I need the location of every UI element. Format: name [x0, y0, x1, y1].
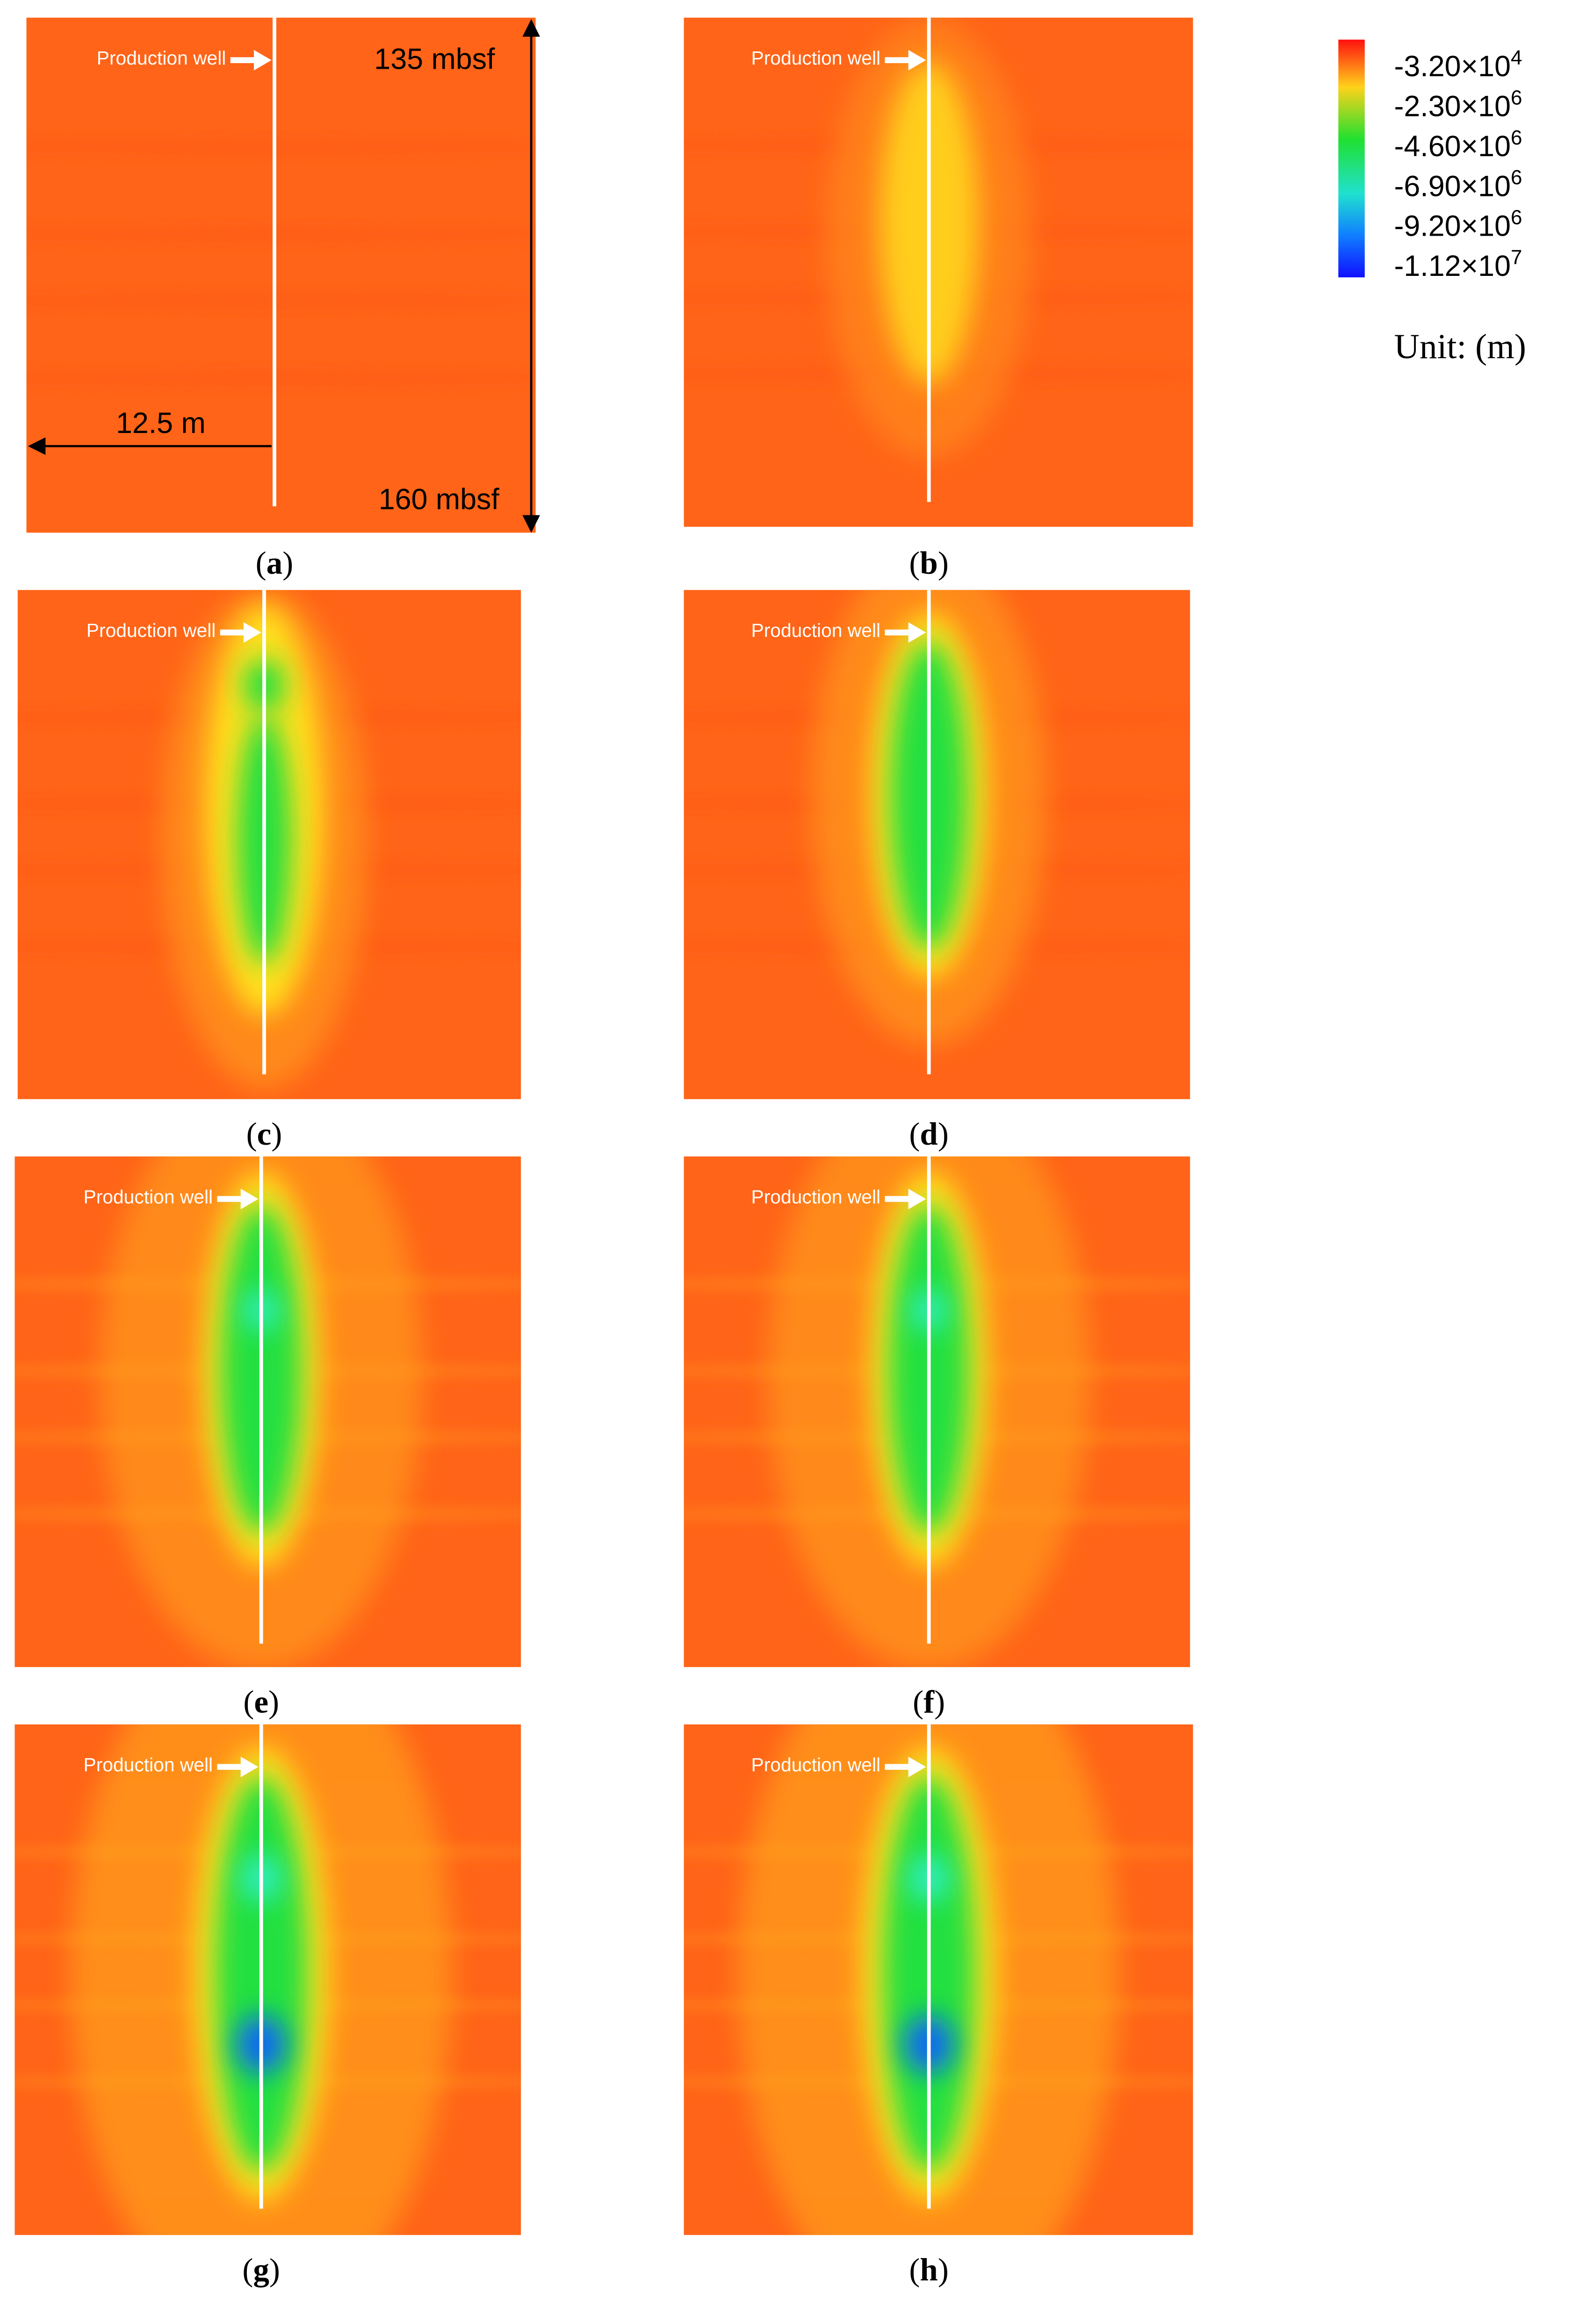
well-arrow	[885, 622, 926, 643]
label-exponent: 6	[1511, 86, 1522, 109]
caption-open: (	[909, 545, 920, 581]
well-arrow	[217, 1189, 259, 1210]
caption-letter: d	[920, 1116, 937, 1152]
contour-field	[14, 1156, 521, 1667]
panel: Production well (h)	[684, 1724, 1193, 2288]
colorbar-label: -1.12×107	[1394, 246, 1522, 282]
panel-caption: (d)	[909, 1116, 948, 1152]
panel: Production well (d)	[684, 590, 1190, 1152]
bottom-depth: 160 mbsf	[379, 483, 500, 516]
caption-close: )	[282, 545, 293, 581]
label-base: -9.20×10	[1394, 210, 1511, 243]
well-label: Production well	[751, 1186, 881, 1208]
contour-field	[684, 17, 1193, 527]
label-base: -1.12×10	[1394, 250, 1511, 282]
panel-caption: (b)	[909, 545, 948, 581]
caption-close: )	[934, 1684, 945, 1720]
well-arrow	[217, 1756, 259, 1777]
well-arrow	[885, 1756, 926, 1777]
background	[26, 17, 536, 533]
well-label: Production well	[84, 1754, 213, 1775]
well-label: Production well	[751, 620, 881, 641]
panel: Production well (e)	[14, 1156, 521, 1720]
band	[26, 137, 536, 155]
label-exponent: 6	[1511, 206, 1522, 229]
top-depth: 135 mbsf	[374, 43, 495, 76]
panel: Production well (f)	[684, 1156, 1190, 1720]
caption-letter: f	[923, 1684, 935, 1720]
caption-open: (	[246, 1116, 257, 1152]
colorbar-label: -6.90×106	[1394, 166, 1522, 202]
panel-caption: (g)	[242, 2252, 280, 2288]
label-base: -6.90×10	[1394, 170, 1511, 202]
panel: Production well (b)	[684, 17, 1193, 581]
caption-open: (	[242, 2252, 253, 2288]
well-arrow	[885, 1189, 926, 1210]
panel: Production well (g)	[14, 1724, 521, 2288]
panel-caption: (c)	[246, 1116, 282, 1152]
label-exponent: 7	[1511, 246, 1522, 269]
label-base: -2.30×10	[1394, 90, 1511, 123]
panel-caption: (h)	[909, 2252, 948, 2288]
well-label: Production well	[87, 620, 216, 641]
contour-field	[14, 1724, 521, 2235]
band	[26, 292, 536, 310]
caption-open: (	[256, 545, 267, 581]
caption-open: (	[913, 1684, 923, 1720]
caption-close: )	[269, 2252, 280, 2288]
caption-letter: e	[254, 1684, 268, 1720]
caption-close: )	[938, 1116, 949, 1152]
well-label: Production well	[97, 47, 226, 69]
well-arrow	[885, 50, 926, 71]
well-label: Production well	[751, 1754, 881, 1775]
well-arrow	[220, 622, 261, 643]
label-base: -4.60×10	[1394, 130, 1511, 163]
contour-field	[26, 17, 536, 533]
caption-letter: g	[253, 2252, 269, 2288]
label-exponent: 6	[1511, 126, 1522, 149]
label-exponent: 4	[1511, 46, 1522, 69]
caption-letter: a	[267, 545, 283, 581]
label-base: -3.20×10	[1394, 50, 1511, 83]
panel: Production well (c)	[17, 590, 521, 1152]
band	[26, 225, 536, 243]
radius-label: 12.5 m	[116, 407, 206, 440]
band	[26, 369, 536, 387]
caption-letter: c	[257, 1116, 272, 1152]
caption-close: )	[938, 2252, 949, 2288]
caption-letter: h	[920, 2252, 937, 2288]
well-arrow	[230, 50, 272, 71]
unit-label: Unit: (m)	[1394, 327, 1526, 366]
caption-letter: b	[920, 545, 937, 581]
well-label: Production well	[84, 1186, 213, 1208]
panel-caption: (f)	[913, 1684, 945, 1720]
label-exponent: 6	[1511, 166, 1522, 189]
caption-open: (	[909, 1116, 920, 1152]
colorbar-label: -2.30×106	[1394, 86, 1522, 123]
colorbar-label: -3.20×104	[1394, 46, 1522, 83]
caption-open: (	[909, 2252, 920, 2288]
colorbar	[1338, 39, 1365, 278]
caption-open: (	[243, 1684, 254, 1720]
panel-caption: (a)	[256, 545, 294, 581]
colorbar-label: -9.20×106	[1394, 206, 1522, 243]
well-label: Production well	[751, 47, 881, 69]
caption-close: )	[938, 545, 949, 581]
colorbar-label: -4.60×106	[1394, 126, 1522, 163]
panel-caption: (e)	[243, 1684, 279, 1720]
caption-close: )	[271, 1116, 282, 1152]
contour-field	[17, 590, 521, 1099]
caption-close: )	[268, 1684, 279, 1720]
